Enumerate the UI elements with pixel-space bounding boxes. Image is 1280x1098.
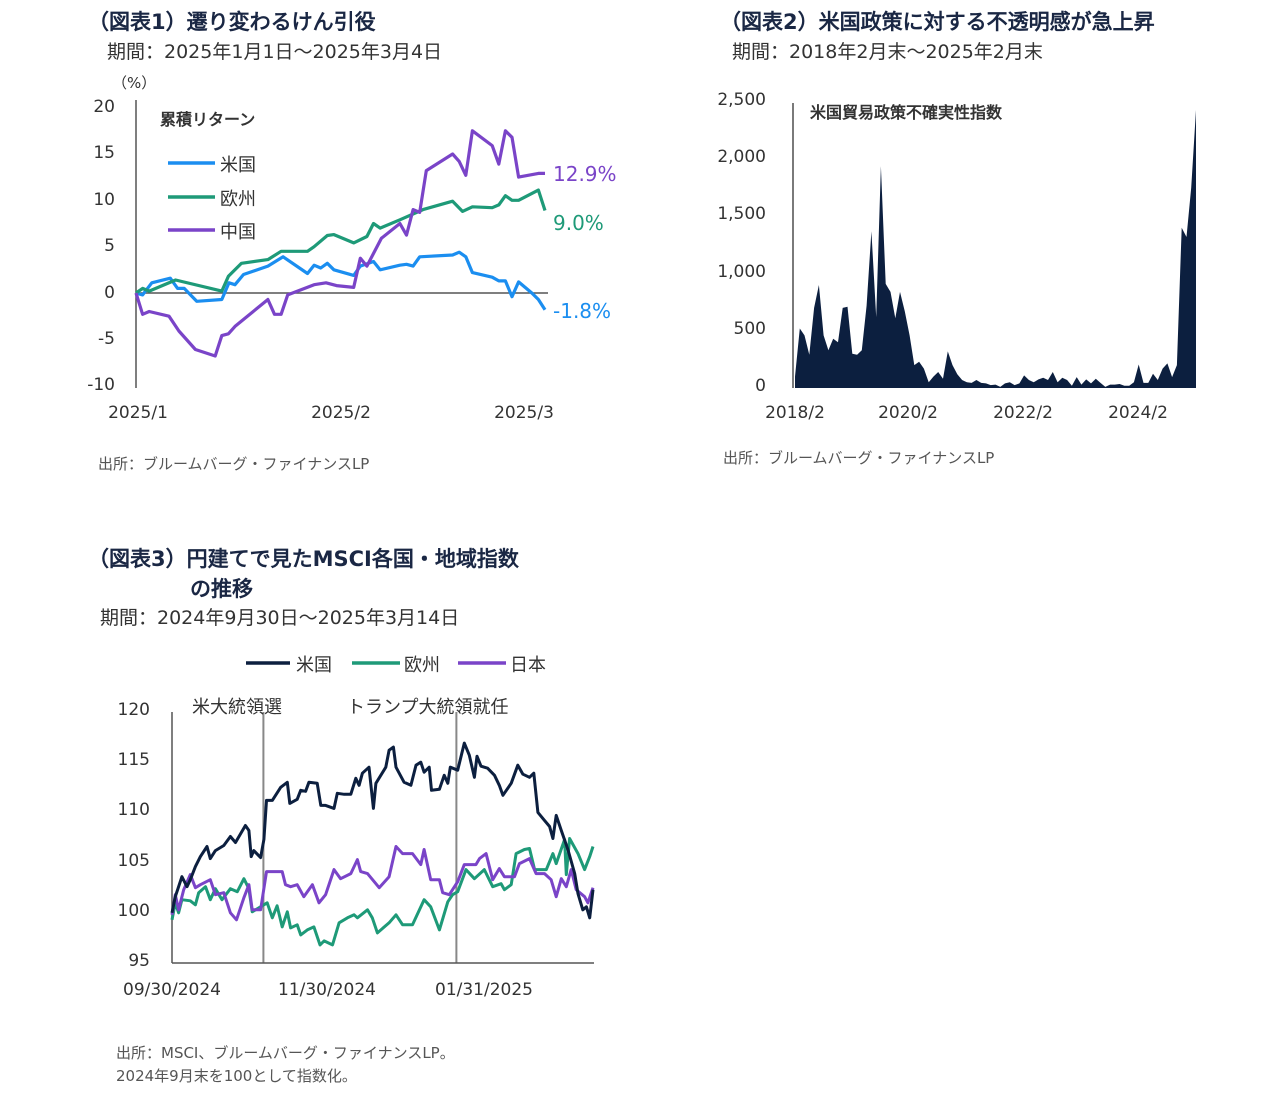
chart1-legend-us: 米国	[220, 155, 256, 176]
chart2-xticks-label: 2020/2	[878, 403, 938, 423]
chart2-subtitle: 期間：2018年2月末～2025年2月末	[732, 41, 1043, 63]
chart2-yticks-label: 2,000	[717, 147, 766, 168]
chart2-area	[795, 110, 1196, 388]
chart3-series-line-米国	[170, 741, 595, 920]
chart1-legend-title: 累積リターン	[160, 110, 256, 129]
chart1-xticks-label: 2025/2	[311, 403, 371, 423]
chart3-yticks-label: 100	[117, 900, 150, 921]
chart2-xticks-label: 2018/2	[765, 403, 825, 423]
chart1-yticks-label: 15	[93, 143, 115, 164]
chart1-yticks-label: 20	[93, 97, 115, 117]
chart2-series-label: 米国貿易政策不確実性指数	[810, 103, 1003, 122]
chart3-xticks-label: 09/30/2024	[123, 980, 221, 1000]
chart1-source: 出所：ブルームバーグ・ファイナンスLP	[98, 455, 370, 473]
chart1-series-line-欧州	[135, 188, 547, 295]
chart2-xticks-label: 2024/2	[1108, 403, 1168, 423]
chart3-series-line-欧州	[170, 837, 595, 947]
chart2-yticks-label: 1,000	[717, 261, 766, 282]
chart3-legend-japan: 日本	[510, 655, 546, 676]
chart3-yticks-label: 95	[128, 951, 150, 971]
chart3-yticks-label: 110	[117, 800, 150, 821]
chart2-yticks-label: 0	[755, 376, 766, 396]
chart1-subtitle: 期間：2025年1月1日～2025年3月4日	[107, 41, 443, 63]
chart1-end-label-europe: 9.0%	[553, 211, 604, 235]
chart3-source-line2: 2024年9月末を100として指数化。	[116, 1067, 357, 1085]
chart1-title: （図表1）遷り変わるけん引役	[88, 10, 376, 34]
chart1-y-unit: （%）	[112, 74, 157, 92]
chart3-series-line-日本	[170, 845, 595, 922]
chart1-yticks-label: 5	[104, 236, 115, 257]
chart2-yticks-label: 500	[733, 318, 766, 339]
chart3-title-line1: （図表3）円建てで見たMSCI各国・地域指数	[88, 547, 519, 571]
chart1-xticks-label: 2025/1	[108, 403, 168, 423]
chart3-source-line1: 出所：MSCI、ブルームバーグ・ファイナンスLP。	[116, 1044, 455, 1062]
chart2-yticks-label: 2,500	[717, 90, 766, 110]
chart3-title-line2: の推移	[190, 577, 253, 601]
chart1-series-line-米国	[135, 250, 547, 311]
chart3-annotation-inauguration: トランプ大統領就任	[347, 697, 509, 718]
chart3-xticks-label: 01/31/2025	[435, 980, 533, 1000]
chart1-end-label-us: -1.8%	[553, 299, 612, 323]
chart1-xticks-label: 2025/3	[494, 403, 554, 423]
chart1-yticks-label: 0	[104, 282, 115, 303]
chart3-legend-europe: 欧州	[404, 655, 440, 676]
chart3-xticks-label: 11/30/2024	[278, 980, 376, 1000]
chart1-yticks-label: 10	[93, 189, 115, 210]
chart2-title: （図表2）米国政策に対する不透明感が急上昇	[720, 10, 1155, 34]
chart3-yticks-label: 115	[117, 750, 150, 771]
chart2-yticks-label: 1,500	[717, 204, 766, 225]
chart1-yticks-label: -10	[87, 375, 115, 396]
chart1-legend-europe: 欧州	[220, 189, 256, 210]
chart3-yticks-label: 105	[117, 850, 150, 871]
chart3-annotation-election: 米大統領選	[192, 697, 282, 718]
chart3-yticks-label: 120	[117, 700, 150, 720]
chart1-legend-china: 中国	[220, 222, 256, 243]
chart2-source: 出所：ブルームバーグ・ファイナンスLP	[723, 449, 995, 467]
chart1-yticks-label: -5	[98, 329, 115, 349]
chart1-end-label-china: 12.9%	[553, 162, 617, 186]
chart3-subtitle: 期間：2024年9月30日～2025年3月14日	[100, 607, 460, 629]
chart3-legend-us: 米国	[296, 655, 332, 676]
chart2-xticks-label: 2022/2	[993, 403, 1053, 423]
chart1-series-line-中国	[134, 129, 545, 358]
